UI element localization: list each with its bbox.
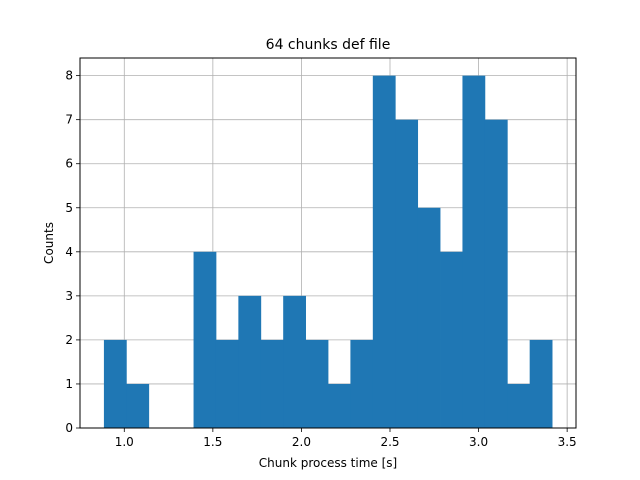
- histogram-bar: [372, 75, 396, 428]
- histogram-bar: [395, 119, 419, 429]
- y-axis-ticks: 0 1 2 3 4 5 6 7 8: [65, 69, 80, 435]
- x-axis-label: Chunk process time [s]: [259, 456, 397, 470]
- y-tick-label: 4: [65, 245, 73, 259]
- x-tick-label: 2.0: [292, 435, 311, 449]
- y-tick-label: 1: [65, 377, 73, 391]
- histogram-bar: [417, 207, 441, 428]
- y-tick-label: 3: [65, 289, 73, 303]
- histogram-bar: [238, 295, 262, 428]
- histogram-bar: [126, 383, 150, 428]
- x-tick-label: 3.0: [469, 435, 488, 449]
- histogram-bar: [462, 75, 486, 428]
- histogram-bar: [305, 339, 329, 428]
- histogram-bar: [350, 339, 374, 428]
- y-tick-label: 6: [65, 157, 73, 171]
- y-axis-label: Counts: [42, 222, 56, 264]
- y-tick-label: 8: [65, 69, 73, 83]
- x-tick-label: 3.5: [558, 435, 577, 449]
- bars: [103, 75, 553, 429]
- histogram-bar: [529, 339, 553, 428]
- x-tick-label: 1.0: [115, 435, 134, 449]
- x-axis-ticks: 1.0 1.5 2.0 2.5 3.0 3.5: [115, 428, 577, 449]
- y-tick-label: 5: [65, 201, 73, 215]
- y-tick-label: 7: [65, 113, 73, 127]
- x-tick-label: 1.5: [203, 435, 222, 449]
- histogram-bar: [193, 251, 217, 428]
- histogram-bar: [328, 383, 351, 428]
- histogram-bar: [507, 383, 531, 428]
- histogram-bar: [440, 251, 463, 428]
- histogram-bar: [484, 119, 508, 429]
- chart-title: 64 chunks def file: [266, 37, 391, 53]
- y-tick-label: 0: [65, 421, 73, 435]
- histogram-bar: [215, 339, 239, 428]
- x-tick-label: 2.5: [380, 435, 399, 449]
- y-tick-label: 2: [65, 333, 73, 347]
- histogram-bar: [283, 295, 306, 428]
- histogram-bar: [103, 339, 127, 428]
- histogram-bar: [260, 339, 284, 428]
- plot-frame: [79, 57, 577, 429]
